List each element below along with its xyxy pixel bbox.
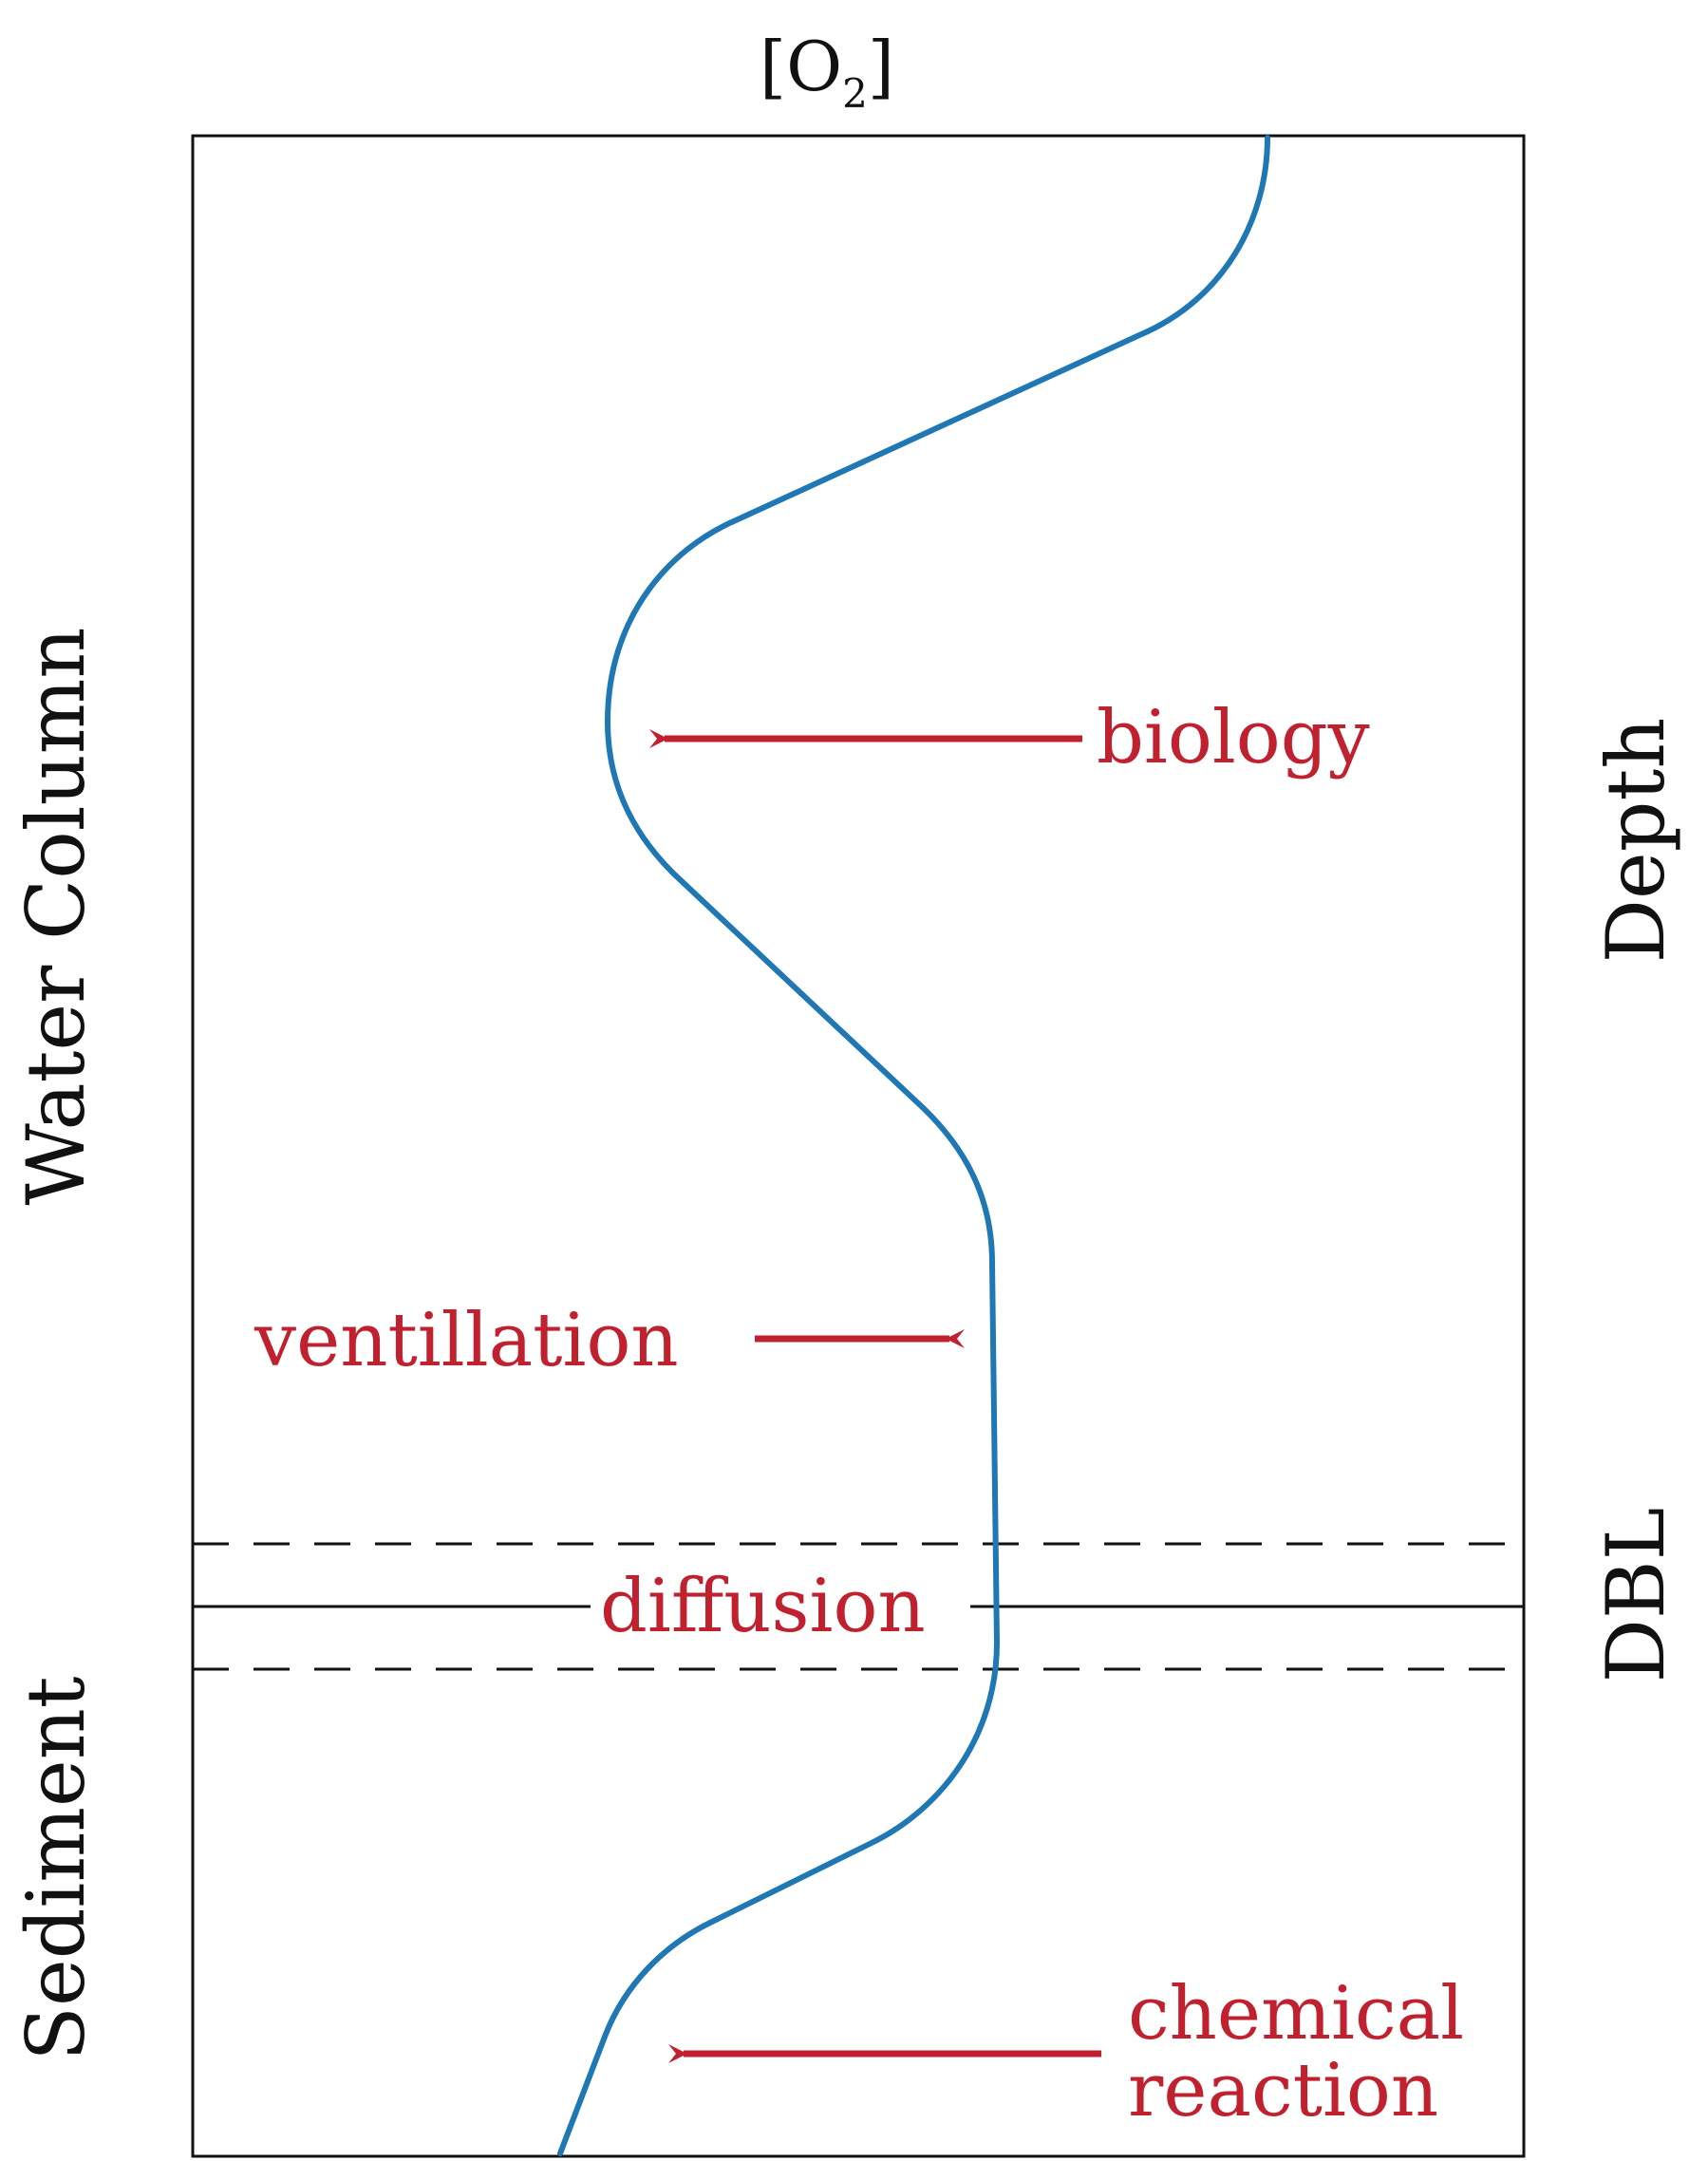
diffusion-label-background bbox=[591, 1567, 970, 1643]
plot-frame bbox=[191, 134, 1526, 2158]
sediment-label: Sediment bbox=[9, 1676, 103, 2060]
depth-axis-label: Depth bbox=[1589, 718, 1682, 964]
ventillation-label: ventillation bbox=[253, 1298, 679, 1383]
chemical-label-line1: chemical bbox=[1128, 1971, 1464, 2057]
water-column-label: Water Column bbox=[9, 628, 103, 1206]
oxygen-axis-label: [O2] bbox=[760, 27, 894, 117]
oxygen-profile-curve bbox=[557, 135, 1270, 2156]
dbl-label: DBL bbox=[1589, 1508, 1682, 1683]
chemical-label-line2: reaction bbox=[1128, 2048, 1438, 2133]
biology-label: biology bbox=[1097, 695, 1370, 780]
diffusion-label: diffusion bbox=[600, 1564, 926, 1649]
